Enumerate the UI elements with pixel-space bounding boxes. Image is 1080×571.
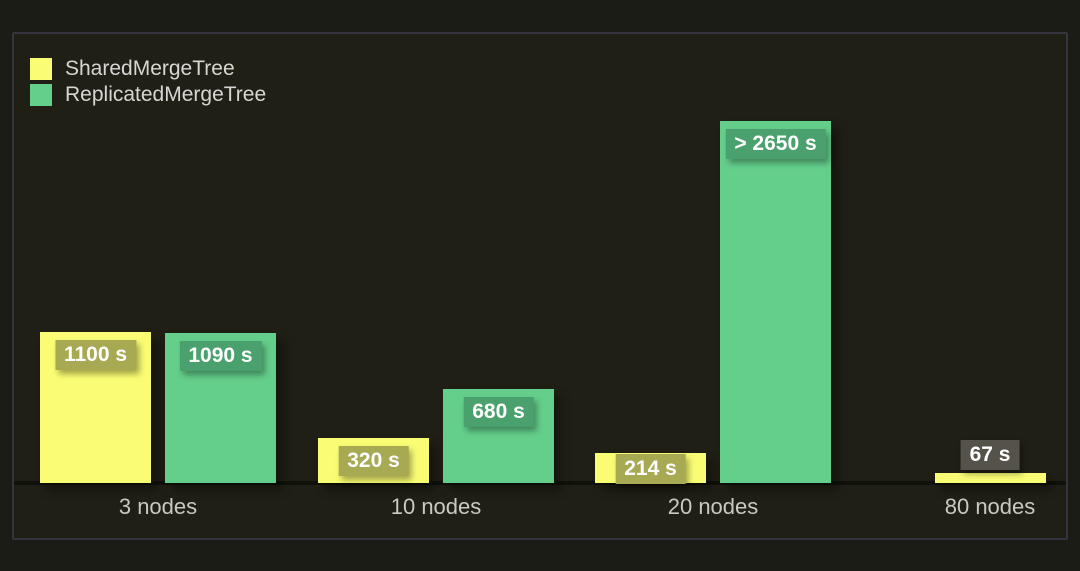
plot-area: 1100 s 1090 s 320 s 680 s 214 s > 2650 s 67 s	[14, 34, 1066, 485]
bar-value-label-sharedmergetree-10-nodes: 320 s	[338, 446, 409, 476]
bar-sharedmergetree-10-nodes: 320 s	[318, 438, 429, 483]
chart-panel: SharedMergeTree ReplicatedMergeTree 1100…	[12, 32, 1068, 540]
legend-swatch-sharedmergetree-icon	[30, 58, 52, 80]
x-tick-label-10-nodes: 10 nodes	[390, 494, 482, 519]
bar-group-80-nodes: 67 s	[872, 440, 1080, 483]
bar-replicatedmergetree-20-nodes: > 2650 s	[720, 121, 831, 483]
x-tick-label-20-nodes: 20 nodes	[667, 494, 759, 519]
bar-replicatedmergetree-3-nodes: 1090 s	[165, 333, 276, 483]
bar-value-label-sharedmergetree-80-nodes: 67 s	[960, 440, 1020, 470]
bar-value-label-replicatedmergetree-3-nodes: 1090 s	[179, 341, 262, 371]
x-axis-line	[14, 481, 1066, 485]
bar-group-3-nodes: 1100 s 1090 s	[40, 332, 276, 483]
bar-replicatedmergetree-10-nodes: 680 s	[443, 389, 554, 483]
x-tick-label-80-nodes: 80 nodes	[944, 494, 1036, 519]
legend-label-replicatedmergetree: ReplicatedMergeTree	[65, 83, 267, 106]
chart-legend: SharedMergeTree ReplicatedMergeTree	[30, 58, 266, 106]
bar-sharedmergetree-80-nodes: 67 s	[934, 440, 1046, 483]
bar-group-20-nodes: 214 s > 2650 s	[595, 121, 831, 484]
bar-value-label-sharedmergetree-3-nodes: 1100 s	[54, 340, 137, 370]
x-tick-label-3-nodes: 3 nodes	[118, 494, 198, 519]
bar-value-label-sharedmergetree-20-nodes: 214 s	[615, 454, 686, 484]
bar-group-10-nodes: 320 s 680 s	[318, 389, 554, 483]
legend-item-sharedmergetree: SharedMergeTree	[30, 58, 266, 80]
legend-swatch-replicatedmergetree-icon	[30, 84, 52, 106]
bar-sharedmergetree-3-nodes: 1100 s	[40, 332, 151, 483]
bar-value-label-replicatedmergetree-10-nodes: 680 s	[463, 397, 534, 427]
bar-value-label-replicatedmergetree-20-nodes: > 2650 s	[725, 129, 826, 159]
legend-label-sharedmergetree: SharedMergeTree	[65, 57, 235, 80]
bar-sharedmergetree-20-nodes: 214 s	[595, 453, 706, 484]
legend-item-replicatedmergetree: ReplicatedMergeTree	[30, 84, 266, 106]
